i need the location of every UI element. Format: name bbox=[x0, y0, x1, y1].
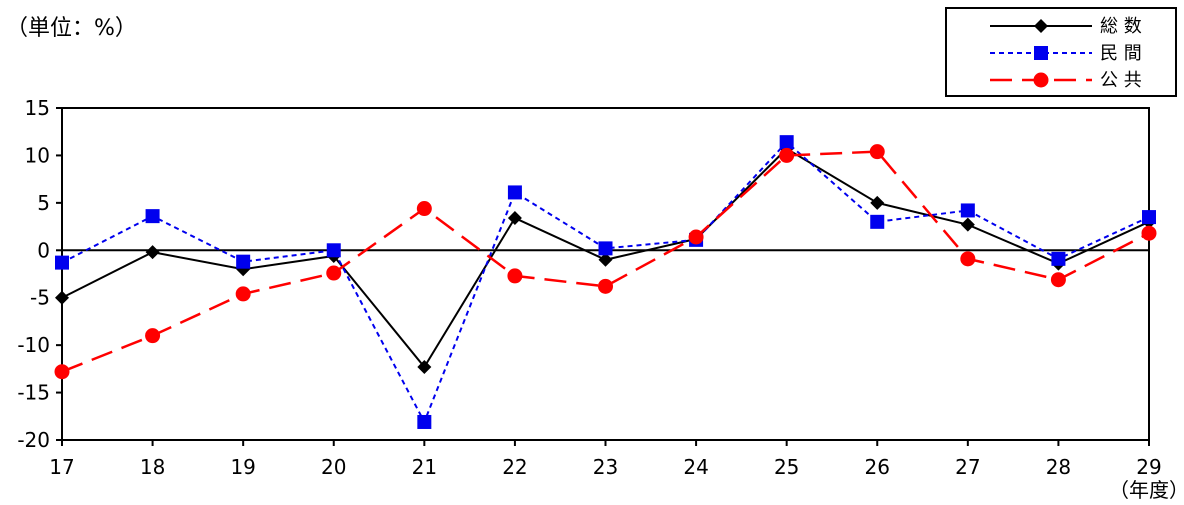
x-tick-label: 27 bbox=[955, 455, 980, 479]
data-point-public bbox=[598, 278, 613, 294]
y-tick-label: -5 bbox=[30, 286, 50, 310]
y-tick-label: 5 bbox=[37, 191, 50, 215]
x-axis-label: （年度） bbox=[1109, 478, 1184, 502]
series-private bbox=[55, 135, 1156, 429]
y-tick-label: -15 bbox=[17, 381, 50, 405]
legend-marker-total bbox=[1034, 19, 1048, 33]
data-point-total bbox=[960, 217, 975, 232]
data-point-private bbox=[779, 135, 794, 150]
legend-label-total: 総 数 bbox=[1100, 16, 1142, 37]
x-tick-label: 25 bbox=[774, 455, 799, 479]
data-point-total bbox=[507, 211, 522, 226]
data-point-private bbox=[55, 255, 69, 270]
y-tick-label: 15 bbox=[25, 96, 50, 120]
data-point-private bbox=[598, 241, 613, 256]
series-total bbox=[55, 141, 1156, 374]
data-point-private bbox=[960, 203, 975, 218]
data-point-public bbox=[326, 265, 342, 281]
data-point-public bbox=[688, 229, 704, 245]
plot-area-border bbox=[61, 107, 1150, 441]
legend-marker-private bbox=[1034, 46, 1048, 60]
x-tick-label: 28 bbox=[1046, 455, 1071, 479]
data-point-private bbox=[870, 214, 885, 229]
y-tick-label: -20 bbox=[17, 428, 50, 452]
legend-label-public: 公 共 bbox=[1100, 70, 1142, 91]
x-tick-label: 26 bbox=[865, 455, 890, 479]
x-tick-label: 20 bbox=[321, 455, 346, 479]
x-tick-label: 23 bbox=[593, 455, 618, 479]
x-tick-label: 22 bbox=[502, 455, 527, 479]
y-tick-label: 10 bbox=[25, 143, 50, 167]
data-point-public bbox=[507, 268, 523, 284]
data-point-public bbox=[779, 147, 795, 163]
data-point-private bbox=[236, 254, 251, 269]
data-point-private bbox=[507, 185, 522, 200]
data-point-total bbox=[145, 245, 160, 260]
x-tick-label: 18 bbox=[140, 455, 165, 479]
data-point-private bbox=[326, 243, 341, 258]
data-point-public bbox=[1141, 225, 1157, 241]
data-point-public bbox=[869, 144, 885, 160]
data-point-total bbox=[417, 359, 432, 374]
y-tick-label: -10 bbox=[17, 333, 50, 357]
x-tick-label: 21 bbox=[412, 455, 437, 479]
data-point-private bbox=[417, 414, 432, 429]
legend-marker-public bbox=[1033, 72, 1049, 88]
x-tick-label: 29 bbox=[1136, 455, 1161, 479]
legend-label-private: 民 間 bbox=[1100, 43, 1142, 64]
unit-label: （単位：%） bbox=[6, 16, 137, 41]
data-point-public bbox=[145, 328, 161, 344]
data-point-total bbox=[598, 252, 613, 267]
data-point-public bbox=[1050, 272, 1066, 288]
x-tick-label: 24 bbox=[683, 455, 708, 479]
data-point-public bbox=[416, 201, 432, 217]
data-point-public bbox=[960, 251, 976, 267]
y-tick-label: 0 bbox=[37, 238, 50, 262]
x-tick-label: 17 bbox=[49, 455, 74, 479]
data-point-public bbox=[54, 364, 70, 380]
series-public bbox=[54, 144, 1157, 380]
data-point-total bbox=[55, 290, 69, 305]
legend-box bbox=[945, 7, 1177, 97]
data-point-public bbox=[235, 286, 251, 302]
data-point-private bbox=[1051, 251, 1066, 266]
data-point-private bbox=[1142, 210, 1156, 225]
data-point-total bbox=[870, 195, 885, 210]
x-tick-label: 19 bbox=[230, 455, 255, 479]
data-point-private bbox=[145, 209, 160, 224]
